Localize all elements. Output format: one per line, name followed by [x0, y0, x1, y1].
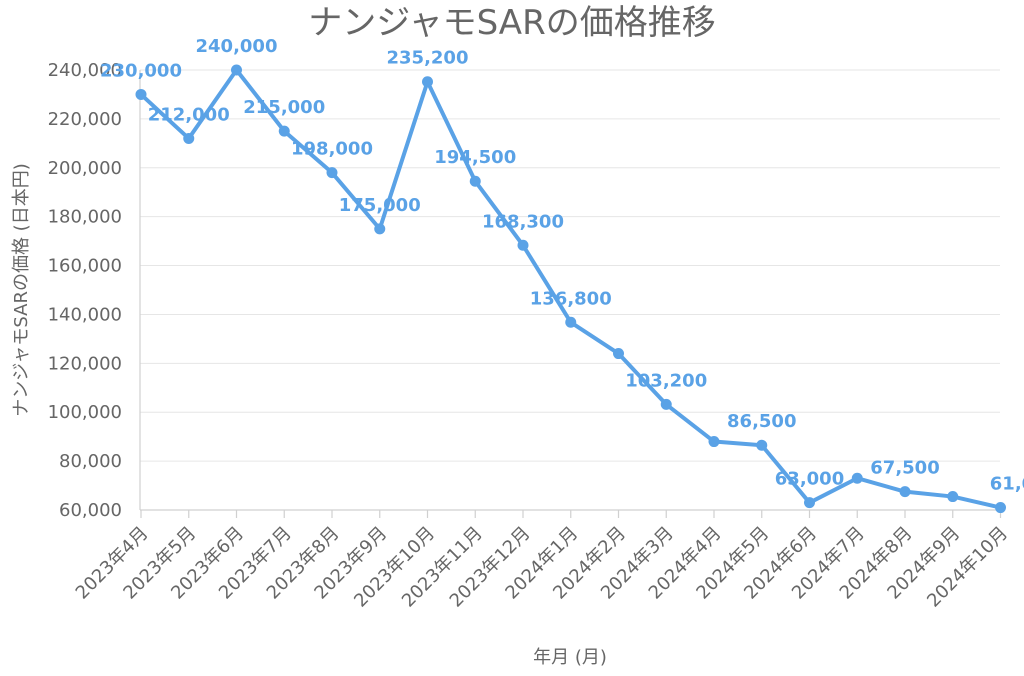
data-point	[469, 175, 481, 187]
data-label: 61,000	[990, 474, 1024, 495]
data-point	[326, 167, 338, 179]
data-point	[565, 316, 577, 328]
y-tick-label: 140,000	[48, 304, 122, 325]
y-tick-label: 220,000	[48, 109, 122, 130]
data-label: 194,500	[434, 147, 516, 168]
data-point	[851, 472, 863, 484]
data-label: 215,000	[243, 97, 325, 118]
chart-title: ナンジャモSARの価格推移	[308, 3, 715, 43]
data-point	[756, 439, 768, 451]
grid-lines	[140, 69, 1000, 511]
y-tick-label: 200,000	[48, 158, 122, 179]
axes	[139, 70, 1002, 518]
y-tick-label: 80,000	[59, 451, 122, 472]
data-point	[135, 88, 147, 100]
data-label: 136,800	[530, 288, 612, 309]
data-points	[135, 64, 1006, 514]
y-tick-labels: 60,000 80,000 100,000 120,000 140,000 160,000…	[48, 60, 122, 521]
y-tick-label: 240,000	[48, 60, 122, 81]
data-point	[947, 491, 959, 503]
data-point	[517, 239, 529, 251]
data-point	[995, 502, 1006, 514]
data-point	[660, 398, 672, 410]
data-label: 235,200	[387, 48, 469, 69]
data-point	[613, 348, 624, 360]
data-label: 212,000	[148, 104, 230, 125]
y-tick-label: 60,000	[59, 500, 122, 521]
data-label: 230,000	[100, 60, 182, 81]
data-label: 67,500	[870, 458, 939, 479]
x-axis-label: 年月 (月)	[533, 647, 607, 668]
x-tick-labels: 2023年4月2023年5月2023年6月2023年7月2023年8月2023年…	[72, 523, 1012, 612]
data-label: 86,500	[727, 411, 796, 432]
data-point	[708, 436, 720, 448]
data-point	[278, 125, 290, 137]
data-point	[804, 497, 815, 509]
data-point	[183, 132, 195, 144]
data-label: 198,000	[291, 139, 373, 160]
y-tick-label: 100,000	[48, 402, 122, 423]
data-label: 168,300	[482, 211, 564, 232]
y-tick-label: 160,000	[48, 256, 122, 277]
data-labels: 230,000 212,000 240,000 215,000 198,000 175,0…	[100, 36, 1024, 495]
data-point	[374, 223, 386, 235]
data-label: 63,000	[775, 469, 844, 490]
y-tick-label: 120,000	[48, 353, 122, 374]
data-label: 103,200	[625, 370, 707, 391]
data-point	[231, 64, 242, 76]
data-point	[899, 486, 911, 498]
y-axis-label: ナンジャモSARの価格 (日本円)	[11, 163, 32, 416]
data-label: 175,000	[339, 195, 421, 216]
data-point	[422, 76, 433, 88]
y-tick-label: 180,000	[48, 207, 122, 228]
data-label: 240,000	[196, 36, 278, 57]
